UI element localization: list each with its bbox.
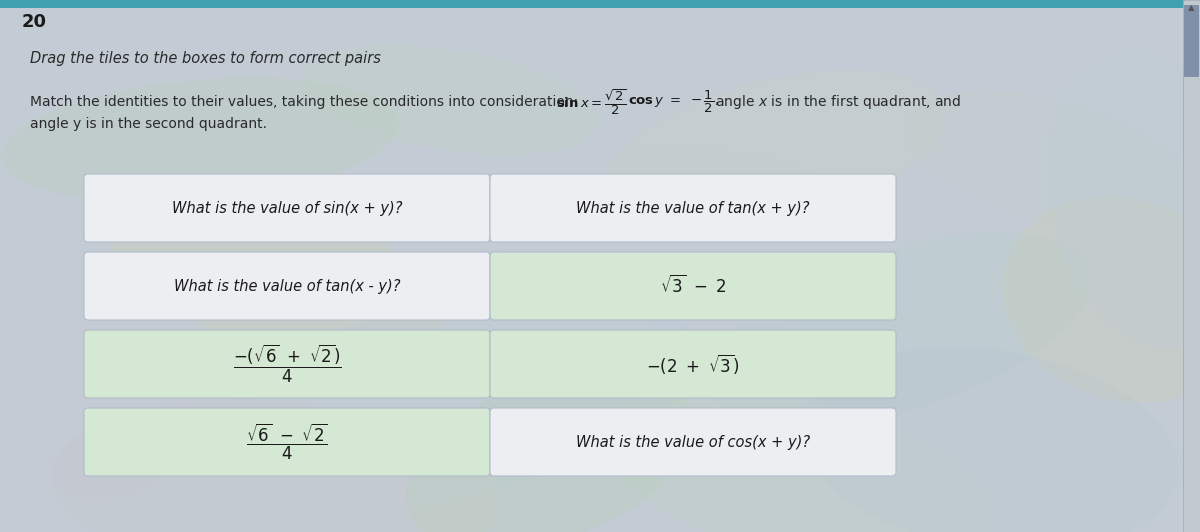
- FancyBboxPatch shape: [490, 330, 896, 398]
- Text: $\dfrac{-(\sqrt{6}\ +\ \sqrt{2})}{4}$: $\dfrac{-(\sqrt{6}\ +\ \sqrt{2})}{4}$: [233, 343, 342, 385]
- FancyBboxPatch shape: [0, 0, 1186, 8]
- Ellipse shape: [406, 370, 694, 532]
- Text: What is the value of tan(x + y)?: What is the value of tan(x + y)?: [576, 201, 810, 215]
- Ellipse shape: [904, 90, 1196, 229]
- FancyBboxPatch shape: [1183, 0, 1200, 532]
- Text: What is the value of cos(x + y)?: What is the value of cos(x + y)?: [576, 435, 810, 450]
- Ellipse shape: [50, 399, 499, 532]
- Ellipse shape: [107, 186, 443, 364]
- FancyBboxPatch shape: [84, 252, 490, 320]
- Ellipse shape: [708, 232, 1092, 427]
- Text: angle $x$ is in the first quadrant, and: angle $x$ is in the first quadrant, and: [710, 93, 961, 111]
- FancyBboxPatch shape: [1184, 5, 1199, 77]
- Text: What is the value of tan(x - y)?: What is the value of tan(x - y)?: [174, 278, 401, 294]
- FancyBboxPatch shape: [84, 330, 490, 398]
- Text: $\mathbf{sin}\,x = \dfrac{\sqrt{2}}{2}$: $\mathbf{sin}\,x = \dfrac{\sqrt{2}}{2}$: [556, 87, 626, 117]
- Text: ▲: ▲: [1188, 3, 1195, 12]
- Ellipse shape: [802, 347, 1178, 532]
- Text: $\dfrac{\sqrt{6}\ -\ \sqrt{2}}{4}$: $\dfrac{\sqrt{6}\ -\ \sqrt{2}}{4}$: [246, 422, 328, 462]
- FancyBboxPatch shape: [84, 408, 490, 476]
- Text: What is the value of sin(x + y)?: What is the value of sin(x + y)?: [172, 201, 402, 215]
- Text: $\mathbf{cos}\,y\ =\ -\dfrac{1}{2},$: $\mathbf{cos}\,y\ =\ -\dfrac{1}{2},$: [628, 89, 719, 115]
- Ellipse shape: [605, 70, 946, 230]
- Text: $\sqrt{3}\ -\ 2$: $\sqrt{3}\ -\ 2$: [660, 275, 726, 297]
- Text: Match the identities to their values, taking these conditions into consideration: Match the identities to their values, ta…: [30, 95, 583, 109]
- Ellipse shape: [1002, 197, 1200, 403]
- Text: Drag the tiles to the boxes to form correct pairs: Drag the tiles to the boxes to form corr…: [30, 51, 380, 65]
- Text: $-(2\ +\ \sqrt{3})$: $-(2\ +\ \sqrt{3})$: [646, 352, 740, 376]
- FancyBboxPatch shape: [490, 174, 896, 242]
- Text: angle y is in the second quadrant.: angle y is in the second quadrant.: [30, 117, 266, 131]
- Ellipse shape: [0, 300, 200, 500]
- FancyBboxPatch shape: [84, 174, 490, 242]
- Text: 20: 20: [22, 13, 47, 31]
- Ellipse shape: [605, 389, 996, 532]
- FancyBboxPatch shape: [490, 252, 896, 320]
- Ellipse shape: [1, 78, 400, 202]
- FancyBboxPatch shape: [490, 408, 896, 476]
- Ellipse shape: [206, 286, 694, 514]
- Ellipse shape: [301, 45, 599, 155]
- Ellipse shape: [500, 149, 900, 331]
- Ellipse shape: [1048, 52, 1200, 348]
